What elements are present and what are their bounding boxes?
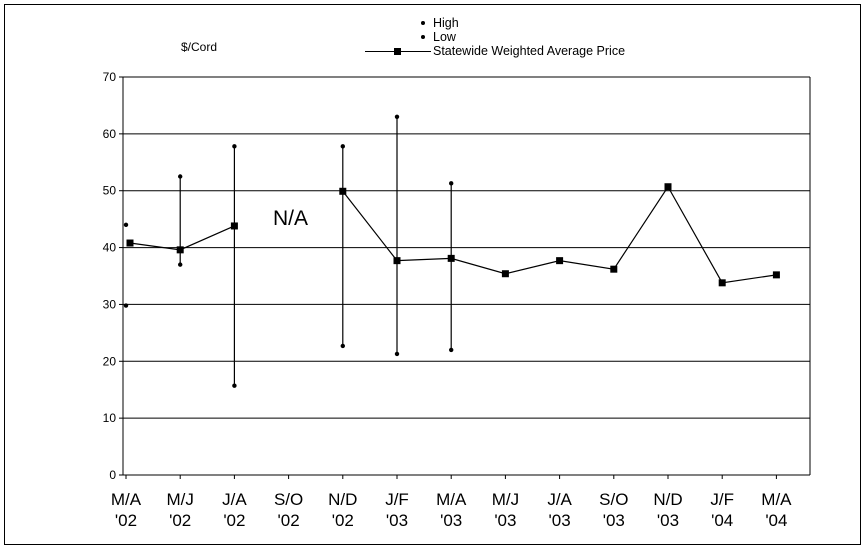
x-tick-label-year: '03	[549, 511, 571, 530]
x-tick-label-period: N/D	[653, 490, 682, 509]
high-point	[340, 144, 345, 149]
y-tick-label: 50	[103, 184, 117, 198]
x-tick-label-year: '02	[278, 511, 300, 530]
average-point	[447, 254, 455, 262]
x-tick-label-period: M/J	[492, 490, 519, 509]
average-point	[610, 265, 618, 273]
x-tick-label-period: J/A	[222, 490, 247, 509]
average-point	[230, 222, 238, 230]
legend-label-high: High	[433, 16, 459, 30]
legend-marker-average	[394, 47, 401, 55]
low-point	[449, 347, 454, 353]
y-axis-label: $/Cord	[181, 40, 218, 54]
legend-marker-high	[421, 21, 425, 25]
low-point	[394, 351, 400, 357]
x-tick-label-year: '02	[332, 511, 354, 530]
average-point	[393, 257, 401, 265]
annotation-na: N/A	[273, 207, 309, 230]
average-point	[718, 279, 726, 287]
low-point	[232, 383, 237, 388]
x-tick-label-year: '04	[711, 511, 733, 530]
high-point	[123, 222, 129, 228]
legend-label-average: Statewide Weighted Average Price	[433, 44, 626, 58]
x-tick-label-year: '04	[765, 511, 787, 530]
x-tick-label-period: M/A	[111, 490, 142, 509]
high-point	[232, 144, 237, 149]
x-tick-label-period: M/J	[167, 490, 194, 509]
y-tick-label: 60	[103, 127, 117, 141]
average-point	[664, 183, 672, 191]
x-tick-label-period: S/O	[274, 490, 303, 509]
average-point	[176, 246, 184, 254]
chart-svg: 0 10 20 30 40 50 60 70 M/A '02 M/J '02 J/A '02 S/O '02 N…	[103, 70, 811, 530]
y-tick-label: 40	[103, 241, 117, 255]
x-tick-label-period: N/D	[328, 490, 357, 509]
x-tick-label-year: '02	[223, 511, 245, 530]
average-point	[126, 239, 134, 247]
high-point	[449, 181, 454, 186]
x-tick-label-period: M/A	[436, 490, 467, 509]
average-point	[556, 257, 564, 265]
x-tick-label-year: '03	[386, 511, 408, 530]
legend-marker-low	[421, 35, 425, 39]
y-tick-label: 30	[103, 297, 117, 311]
low-point	[340, 343, 345, 349]
average-point	[772, 271, 780, 279]
y-tick-label: 0	[109, 468, 116, 482]
x-tick-label-period: S/O	[599, 490, 628, 509]
x-tick-label-year: '03	[603, 511, 625, 530]
y-tick-label: 20	[103, 354, 117, 368]
y-tick-label: 10	[103, 411, 117, 425]
x-tick-label-year: '02	[169, 511, 191, 530]
high-point	[178, 174, 183, 179]
x-tick-label-year: '03	[494, 511, 516, 530]
x-tick-label-period: J/A	[547, 490, 572, 509]
x-tick-label-year: '02	[115, 511, 137, 530]
low-point	[123, 303, 129, 308]
x-tick-label-period: J/F	[710, 490, 734, 509]
y-tick-label: 70	[103, 70, 117, 84]
average-line	[129, 225, 235, 251]
x-tick-label-period: M/A	[761, 490, 792, 509]
average-line	[342, 185, 777, 284]
chart-frame: 0 10 20 30 40 50 60 70 M/A '02 M/J '02 J/A '02 S/O '02 N…	[4, 4, 861, 545]
legend-item-average: Statewide Weighted Average Price	[365, 44, 625, 58]
low-point	[178, 262, 183, 267]
average-point	[501, 270, 509, 278]
x-tick-label-year: '03	[657, 511, 679, 530]
average-point	[339, 187, 347, 195]
x-tick-label-year: '03	[440, 511, 462, 530]
x-tick-label-period: J/F	[385, 490, 409, 509]
legend-label-low: Low	[433, 30, 456, 44]
high-point	[394, 114, 400, 120]
